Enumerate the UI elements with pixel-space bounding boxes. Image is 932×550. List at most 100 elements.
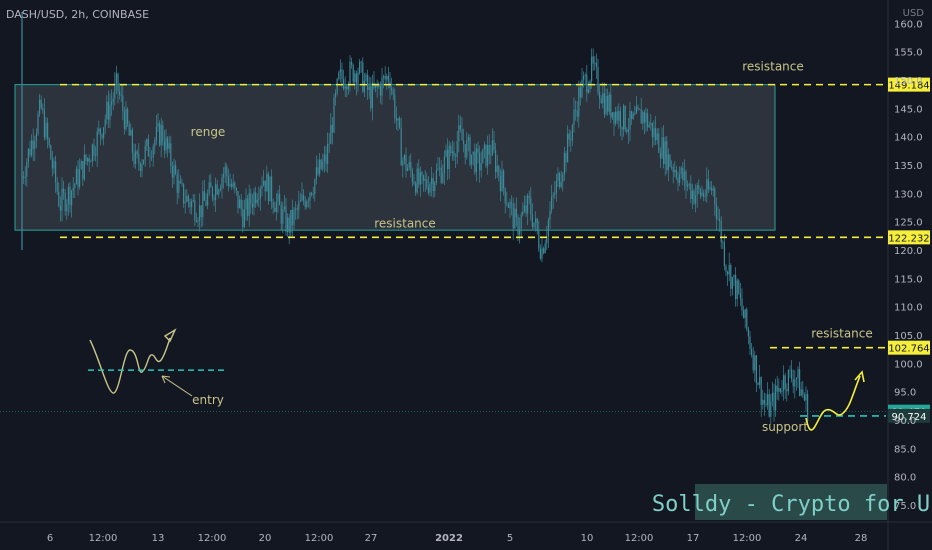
- candle-body: [352, 64, 354, 83]
- candle-body: [751, 348, 753, 355]
- candle-body: [413, 181, 415, 184]
- candle-body: [269, 176, 271, 202]
- candle-body: [509, 202, 511, 209]
- candle-body: [351, 62, 353, 65]
- candle-body: [431, 178, 433, 185]
- candle-body: [663, 137, 665, 165]
- candle-body: [365, 74, 367, 81]
- candle-body: [704, 196, 706, 197]
- candle-body: [735, 275, 737, 299]
- candle-body: [458, 125, 460, 142]
- x-tick-label: 5: [507, 533, 513, 544]
- candle-body: [487, 144, 489, 166]
- candle-body: [37, 114, 39, 134]
- candle-body: [669, 154, 671, 167]
- candle-body: [799, 369, 801, 396]
- currency-label: USD: [902, 8, 924, 19]
- candle-body: [440, 167, 442, 183]
- candle-body: [471, 154, 473, 165]
- candle-body: [595, 62, 597, 67]
- candle-body: [472, 151, 474, 155]
- candle-body: [624, 105, 626, 130]
- candle-body: [67, 186, 69, 204]
- candle-body: [130, 129, 132, 136]
- candle-body: [443, 156, 445, 174]
- candle-body: [171, 166, 173, 178]
- candle-body: [507, 204, 509, 209]
- candle-body: [651, 122, 653, 138]
- x-tick-label: 17: [687, 533, 700, 544]
- candle-body: [475, 148, 477, 173]
- candle-body: [427, 187, 429, 193]
- candle-body: [680, 167, 682, 175]
- candle-body: [743, 310, 745, 319]
- candle-body: [335, 92, 337, 98]
- candle-body: [786, 389, 788, 392]
- candle-body: [728, 265, 730, 275]
- candle-body: [384, 76, 386, 80]
- candle-body: [421, 172, 423, 176]
- candle-body: [435, 169, 437, 183]
- watermark-box: [695, 484, 887, 520]
- entry-pointer: [161, 375, 193, 397]
- candle-body: [39, 99, 41, 115]
- level-annotation: resistance: [742, 60, 804, 74]
- candle-body: [347, 85, 349, 90]
- candle-body: [741, 298, 743, 311]
- candle-body: [424, 179, 426, 181]
- candle-body: [717, 218, 719, 220]
- candle-body: [23, 176, 25, 178]
- candle-body: [579, 87, 581, 98]
- candle-body: [631, 111, 633, 119]
- candle-body: [93, 144, 95, 156]
- candle-body: [514, 208, 516, 229]
- candle-body: [807, 394, 809, 421]
- candle-body: [744, 309, 746, 319]
- candle-body: [789, 369, 791, 371]
- candle-body: [688, 183, 690, 186]
- candle-body: [655, 128, 657, 141]
- candle-body: [368, 86, 370, 90]
- candle-body: [795, 378, 797, 380]
- candle-body: [671, 166, 673, 168]
- candle-body: [661, 137, 663, 159]
- candle-body: [287, 217, 289, 233]
- candle-body: [408, 162, 410, 168]
- candle-body: [730, 265, 732, 289]
- y-tick-label: 85.0: [894, 444, 916, 455]
- candle-body: [192, 200, 194, 202]
- candle-body: [727, 272, 729, 275]
- candle-body: [530, 197, 532, 215]
- candle-body: [733, 275, 735, 278]
- candle-body: [562, 174, 564, 182]
- candle-body: [587, 89, 589, 93]
- candle-body: [632, 113, 634, 119]
- price-level-tag: [888, 340, 930, 355]
- candle-body: [496, 165, 498, 173]
- candle-body: [197, 220, 199, 222]
- candle-body: [416, 168, 418, 193]
- candle-body: [167, 137, 169, 149]
- candle-body: [551, 196, 553, 211]
- candle-body: [176, 174, 178, 193]
- candle-body: [584, 74, 586, 76]
- candle-body: [85, 154, 87, 162]
- candle-body: [258, 198, 260, 200]
- candle-body: [42, 107, 44, 110]
- candle-body: [288, 217, 290, 233]
- candle-body: [677, 177, 679, 183]
- y-tick-label: 75.0: [894, 501, 916, 512]
- candle-body: [682, 167, 684, 181]
- candle-body: [805, 394, 807, 401]
- candle-body: [31, 140, 33, 156]
- candle-body: [95, 155, 97, 157]
- y-tick-label: 140.0: [894, 133, 923, 144]
- candle-body: [615, 111, 617, 124]
- candle-body: [456, 141, 458, 158]
- candle-body: [333, 97, 335, 133]
- candle-body: [463, 140, 465, 145]
- candle-body: [194, 200, 196, 221]
- candle-body: [586, 74, 588, 93]
- candle-body: [639, 109, 641, 110]
